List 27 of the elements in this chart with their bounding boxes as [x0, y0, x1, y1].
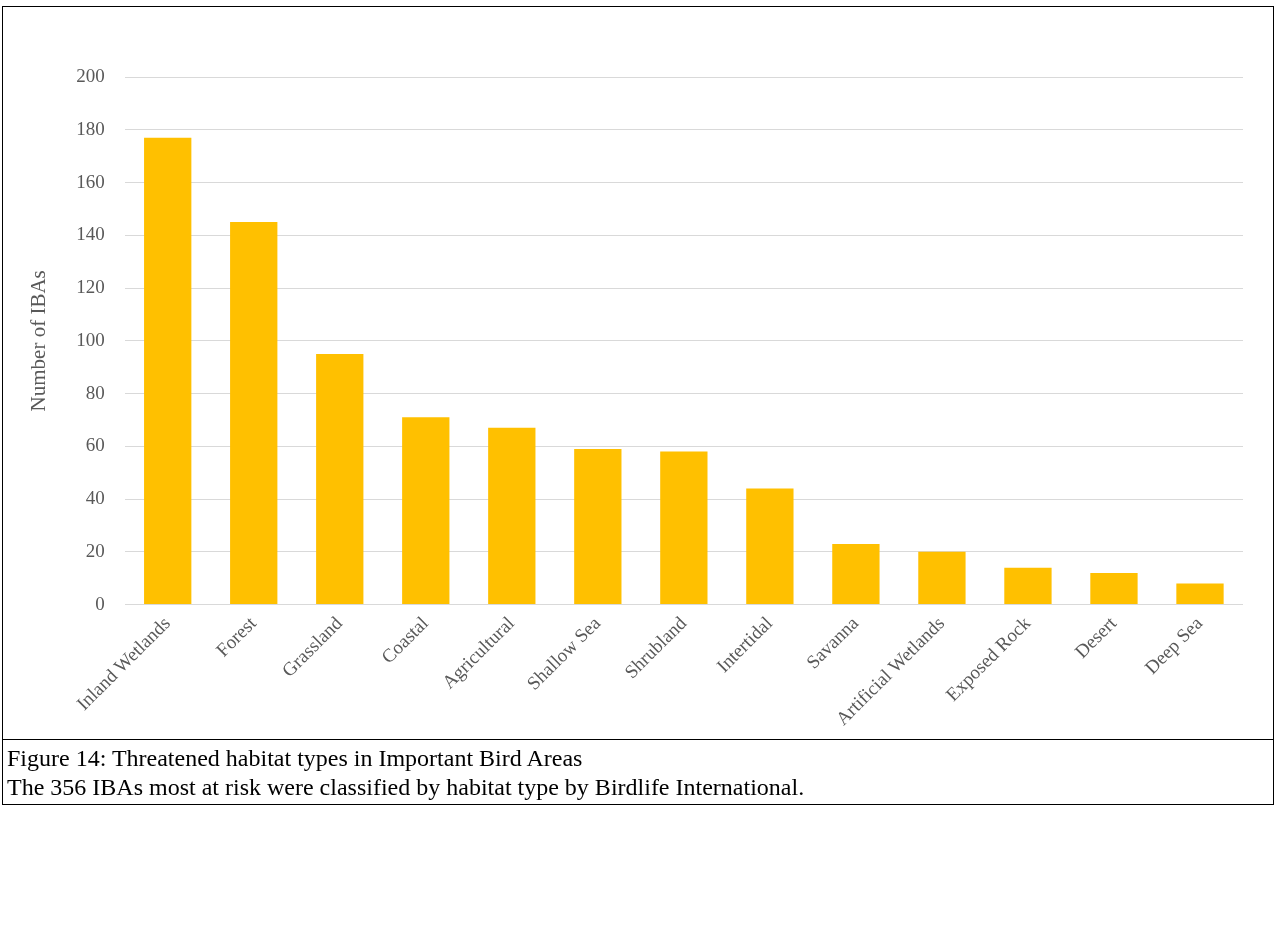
y-tick-label: 20 — [85, 539, 105, 561]
text: The 356 IBAs most at risk were classified by habitat type by Birdlife International. — [7, 773, 806, 802]
y-tick-label: 180 — [76, 117, 105, 139]
bar — [316, 354, 364, 605]
y-tick-label: 160 — [76, 170, 105, 192]
bar — [918, 551, 966, 605]
bar — [574, 448, 622, 605]
y-tick-label: 0 — [95, 592, 105, 614]
y-tick-label: 80 — [85, 381, 105, 403]
bar — [1090, 572, 1138, 605]
bar — [402, 417, 450, 605]
caption: Figure 14: Threatened habitat types in Important Bird Areas — [7, 744, 584, 773]
y-tick-label: 40 — [85, 487, 105, 509]
bar — [144, 137, 192, 605]
bar — [230, 222, 278, 605]
bar — [1176, 583, 1224, 605]
y-tick-label: 140 — [76, 223, 105, 245]
bar — [1004, 567, 1052, 605]
y-tick-label: 120 — [76, 276, 105, 298]
y-tick-label: 200 — [76, 64, 105, 86]
y-tick-label: 100 — [76, 328, 105, 350]
bar — [746, 488, 794, 605]
bar — [660, 451, 708, 605]
y-tick-label: 60 — [85, 434, 105, 456]
bar — [488, 427, 536, 605]
y-axis-title: Number of IBAs — [26, 270, 51, 412]
bar — [832, 543, 880, 605]
